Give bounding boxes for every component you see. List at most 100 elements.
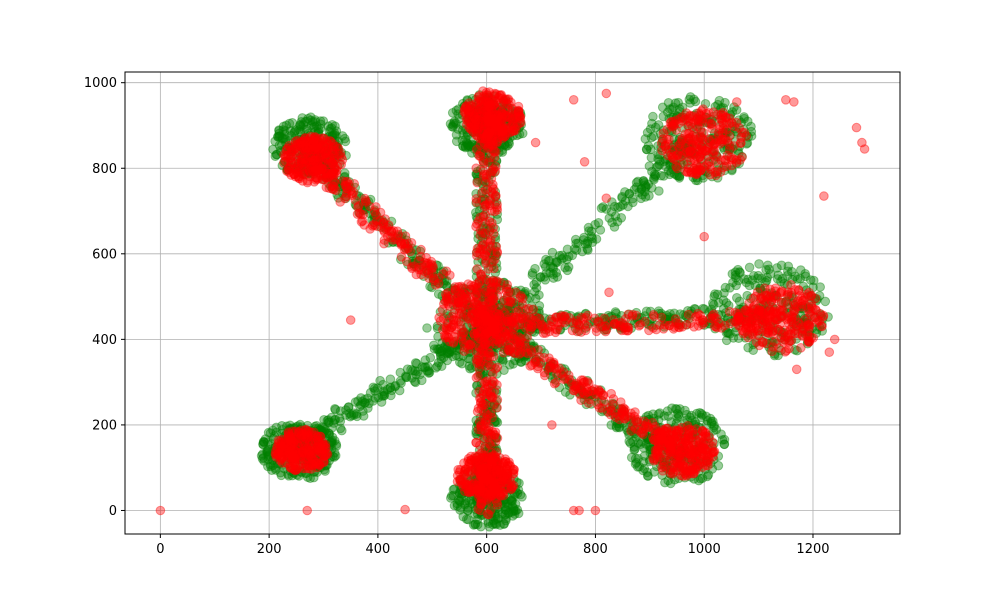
green-point [409, 376, 420, 387]
green-point [352, 411, 362, 422]
green-point [442, 355, 453, 366]
green-point [358, 199, 369, 210]
green-point [401, 372, 412, 383]
green-point [334, 179, 344, 190]
green-point [346, 410, 357, 421]
green-point [557, 250, 568, 261]
red-point [369, 206, 380, 217]
green-point [344, 177, 355, 187]
green-point [459, 331, 470, 341]
red-point [401, 256, 412, 267]
red-point [511, 336, 522, 347]
red-point [318, 164, 328, 174]
green-point [438, 352, 449, 363]
green-point [401, 372, 412, 383]
green-point [345, 411, 356, 422]
red-point [716, 135, 726, 145]
green-point [465, 333, 476, 344]
red-point [731, 155, 742, 165]
green-point [443, 341, 453, 351]
red-point [492, 246, 502, 257]
green-point [396, 231, 407, 242]
red-point [487, 165, 498, 176]
green-point [580, 239, 591, 249]
green-point [424, 366, 434, 376]
red-point [597, 321, 607, 332]
green-point [423, 361, 433, 372]
red-point [552, 317, 563, 328]
green-point [343, 402, 354, 413]
green-point [431, 363, 441, 373]
green-point [343, 402, 354, 412]
green-point [339, 172, 350, 183]
red-point [642, 421, 653, 432]
green-point [365, 208, 375, 219]
green-point [433, 275, 444, 286]
green-point [383, 238, 394, 248]
green-point [313, 159, 323, 169]
red-point [301, 425, 312, 435]
red-point [534, 352, 545, 362]
green-point [358, 205, 368, 216]
green-point [464, 303, 475, 314]
red-point [731, 117, 742, 128]
red-point [482, 326, 492, 337]
green-point [383, 221, 394, 231]
green-point [337, 131, 348, 141]
green-point [612, 216, 623, 227]
green-point [363, 403, 373, 413]
green-point [302, 434, 312, 445]
red-point [556, 368, 566, 379]
green-point [396, 378, 406, 388]
green-point [471, 324, 482, 335]
red-point [686, 156, 696, 166]
red-point [717, 115, 728, 125]
red-point [514, 313, 524, 324]
red-point [594, 403, 605, 413]
green-point [410, 377, 421, 388]
green-point [623, 201, 633, 212]
green-point [329, 415, 340, 425]
red-point [583, 398, 594, 408]
red-point [320, 444, 330, 455]
green-point [432, 361, 443, 372]
green-point [360, 202, 371, 212]
green-point [396, 254, 406, 265]
red-point [396, 240, 407, 250]
red-point [495, 333, 506, 344]
green-point [464, 300, 474, 311]
green-point [359, 197, 369, 208]
red-point [324, 183, 335, 193]
green-point [407, 251, 418, 261]
red-point [292, 464, 302, 475]
green-point [360, 394, 370, 405]
red-point [505, 346, 516, 357]
green-point [309, 431, 320, 442]
green-point [305, 165, 316, 175]
green-point [369, 212, 380, 223]
green-point [310, 426, 320, 437]
green-point [416, 260, 427, 270]
green-point [411, 245, 422, 255]
green-point [340, 191, 351, 202]
green-point [309, 429, 319, 439]
red-point [661, 144, 672, 154]
green-point [358, 406, 368, 416]
green-point [476, 316, 487, 327]
green-point [315, 424, 326, 435]
green-point [476, 320, 487, 331]
green-point [377, 215, 388, 225]
green-point [356, 393, 366, 403]
green-point [491, 518, 501, 529]
red-point [796, 343, 806, 353]
green-point [307, 144, 317, 154]
red-point [544, 326, 555, 337]
green-point [375, 375, 385, 386]
green-point [359, 199, 369, 210]
green-point [356, 400, 366, 410]
green-point [332, 181, 343, 191]
green-point [476, 324, 486, 335]
green-point [471, 329, 481, 339]
red-point [492, 402, 502, 413]
green-point [353, 396, 363, 406]
